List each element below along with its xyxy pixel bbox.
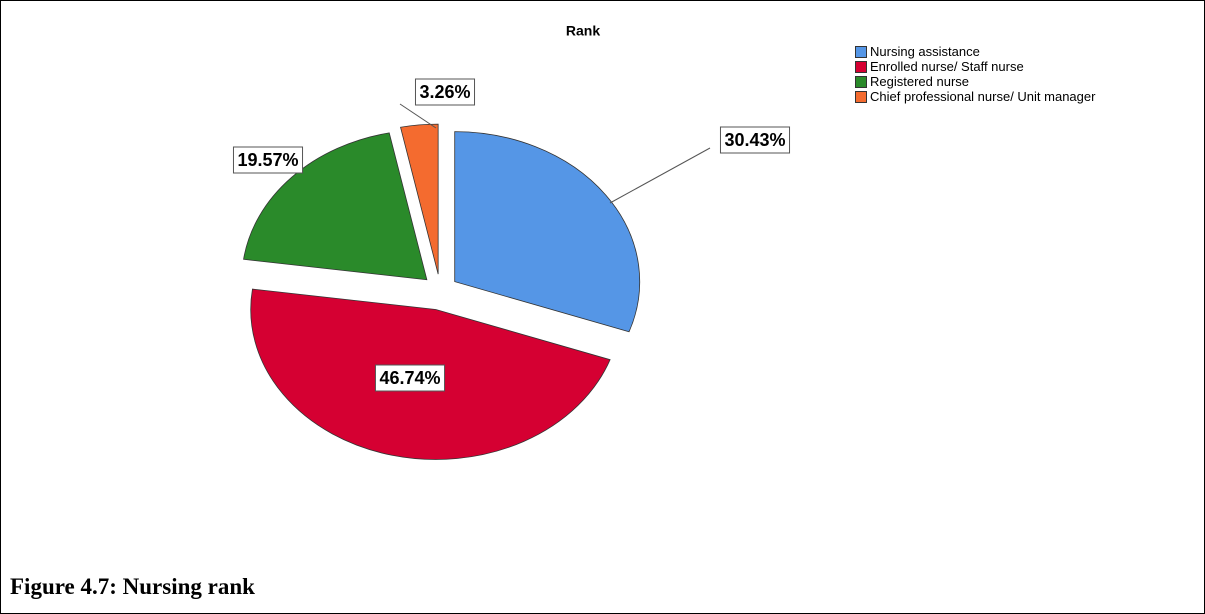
data-label: 3.26% bbox=[419, 82, 470, 102]
data-label-box bbox=[414, 78, 476, 106]
data-label-box bbox=[232, 146, 304, 174]
leader-line bbox=[609, 147, 711, 204]
data-label: 30.43% bbox=[724, 130, 785, 150]
pie-slice bbox=[454, 131, 641, 333]
legend-swatch bbox=[855, 76, 867, 88]
caption: Figure 4.7: Nursing rank bbox=[10, 574, 255, 599]
data-label-group: 3.26% bbox=[414, 78, 476, 106]
legend-swatch bbox=[855, 91, 867, 103]
legend-item: Enrolled nurse/ Staff nurse bbox=[855, 59, 1110, 74]
legend-label: Chief professional nurse/ Unit manager bbox=[870, 89, 1096, 104]
data-label: 19.57% bbox=[237, 150, 298, 170]
chart-title: Rank bbox=[566, 23, 600, 39]
legend-item: Registered nurse bbox=[855, 74, 1110, 89]
data-label-group: 30.43% bbox=[719, 126, 791, 154]
legend-label: Nursing assistance bbox=[870, 44, 980, 59]
legend-label: Registered nurse bbox=[870, 74, 969, 89]
data-label-group: 46.74% bbox=[374, 364, 446, 392]
legend-item: Nursing assistance bbox=[855, 44, 1110, 59]
legend-swatch bbox=[855, 46, 867, 58]
legend-swatch bbox=[855, 61, 867, 73]
data-label-box bbox=[374, 364, 446, 392]
pie-slice bbox=[243, 132, 428, 281]
pie-slice bbox=[400, 123, 439, 275]
leader-line bbox=[399, 103, 437, 129]
legend-label: Enrolled nurse/ Staff nurse bbox=[870, 59, 1024, 74]
legend: Nursing assistance Enrolled nurse/ Staff … bbox=[855, 44, 1110, 106]
data-label: 46.74% bbox=[379, 368, 440, 388]
data-label-group: 19.57% bbox=[232, 146, 304, 174]
legend-item: Chief professional nurse/ Unit manager bbox=[855, 89, 1110, 104]
data-label-box bbox=[719, 126, 791, 154]
